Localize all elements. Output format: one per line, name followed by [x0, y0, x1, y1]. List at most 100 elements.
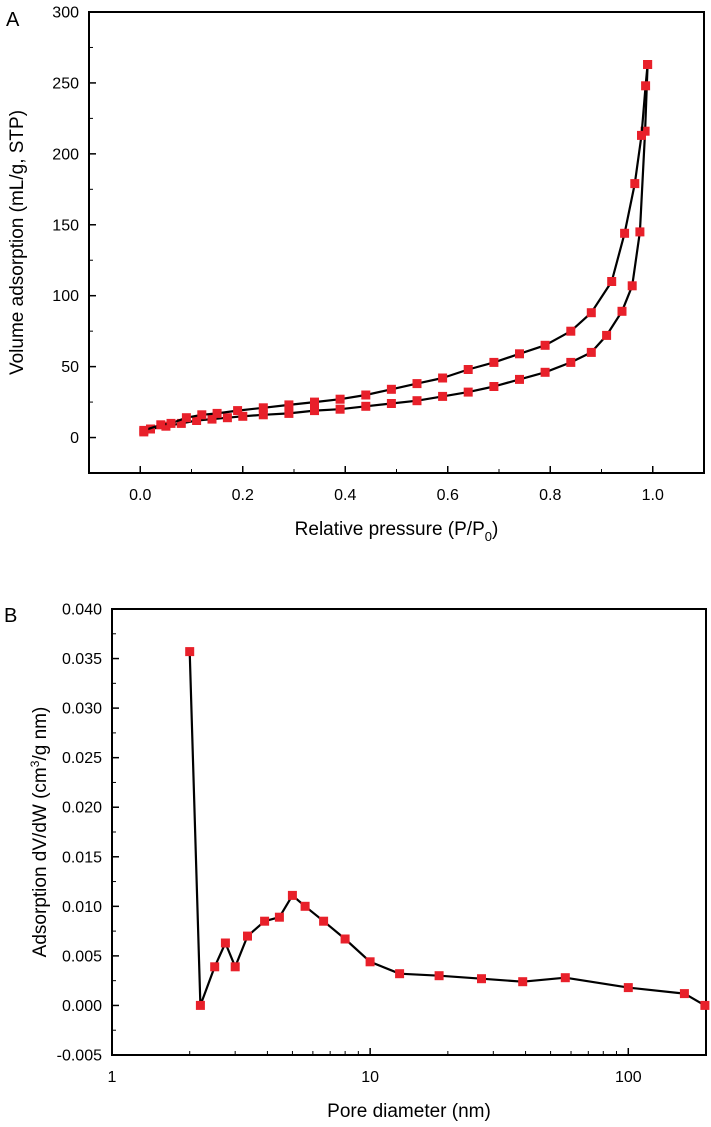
chart-b-series-1-point: [340, 934, 350, 944]
chart-a-series-1-point: [566, 357, 576, 367]
chart-a-series-2-point: [233, 406, 243, 416]
chart-a-series-1-point: [540, 367, 550, 377]
chart-a-y-tick-label: 0: [70, 430, 79, 447]
chart-b-y-tick-label: 0.030: [62, 701, 102, 718]
chart-a-series-1-point: [463, 387, 473, 397]
chart-b-series-1-point: [679, 989, 689, 999]
chart-a-series-1-point: [586, 347, 596, 357]
chart-a-series-1-point: [310, 406, 319, 416]
chart-a-series-1-point: [207, 414, 217, 424]
chart-a-x-axis-title: Relative pressure (P/P0): [295, 519, 499, 544]
chart-a-y-axis-title: Volume adsorption (mL/g, STP): [7, 110, 28, 375]
chart-b-x-tick-label: 1: [108, 1069, 117, 1086]
chart-a-series-1-point: [386, 399, 396, 408]
chart-a-series-2-line: [143, 64, 649, 432]
chart-b-y-tick-label: 0.010: [62, 899, 102, 916]
chart-a-x-tick-label: 0.0: [129, 487, 151, 504]
chart-a-series-1-point: [627, 281, 637, 291]
panel-a-label: A: [6, 9, 20, 31]
chart-a-series-1-point: [176, 418, 186, 428]
chart-a-series-1-point: [489, 382, 499, 391]
chart-a-series-1-point: [192, 416, 202, 425]
chart-b-x-tick-label: 10: [361, 1069, 379, 1086]
chart-a-series-1-point: [335, 404, 345, 414]
chart-b-x-axis-title: Pore diameter (nm): [327, 1101, 491, 1122]
chart-a-x-tick-label: 1.0: [642, 487, 664, 504]
chart-a-series-1-point: [222, 413, 232, 423]
chart-a-series-2-point: [361, 390, 371, 400]
chart-b-series-1-point: [319, 916, 329, 926]
chart-a-series-1-point: [361, 401, 371, 411]
chart-a-series-2-point: [181, 413, 191, 423]
chart-a-series-1-point: [412, 396, 422, 406]
chart-a-series-2-point: [607, 277, 617, 286]
chart-b-y-tick-label: 0.035: [62, 651, 102, 668]
chart-a-y-tick-label: 200: [52, 146, 79, 163]
chart-a-series-2-point: [630, 179, 640, 189]
chart-b-series-1-line: [188, 651, 706, 1007]
chart-a-series-2-point: [540, 340, 550, 350]
chart-b-series-1-point: [260, 916, 270, 926]
chart-a-series-1-point: [438, 391, 448, 401]
chart-a-series-2-point: [197, 410, 207, 420]
chart-a-series-2-point: [386, 384, 396, 394]
chart-b-series-1-point: [243, 931, 252, 941]
chart-a-series-1-point: [602, 330, 612, 340]
chart-a-y-tick-label: 100: [52, 288, 79, 305]
chart-a-y-tick-label: 50: [61, 359, 79, 376]
chart-b-y-tick-label: 0.000: [62, 998, 102, 1015]
chart-a-series-1-point: [258, 410, 268, 420]
chart-a-series-1-point: [617, 306, 627, 316]
chart-b-y-tick-label: 0.040: [62, 602, 102, 619]
chart-a-series-2-point: [412, 379, 422, 389]
chart-a-series-1-point: [515, 374, 524, 384]
chart-a-series-1-point: [635, 227, 645, 237]
chart-a: 0.0 0.2 0.4 0.6 0.8 1.0 0 50 100 150 200 250 300 Rela…: [7, 5, 705, 544]
chart-a-series-1-point: [161, 421, 171, 431]
chart-a-series-2-point: [156, 420, 166, 430]
chart-a-series-2-point: [284, 400, 294, 410]
chart-a-series-2-point: [586, 308, 596, 318]
chart-b-series-1-point: [518, 977, 528, 987]
chart-a-x-tick-label: 0.6: [437, 487, 459, 504]
chart-b-series-1-point: [434, 971, 444, 981]
chart-a-series-2-point: [566, 326, 576, 336]
chart-b-series-1-point: [185, 647, 195, 657]
chart-a-x-tick-label: 0.2: [232, 487, 254, 504]
chart-a-series-1-point: [238, 411, 248, 421]
chart-a-series-2-point: [139, 425, 149, 435]
chart-a-y-tick-label: 250: [52, 75, 79, 92]
chart-a-x-tick-label: 0.4: [334, 487, 356, 504]
chart-a-series-1-line: [143, 64, 649, 433]
chart-b-series-1-point: [287, 890, 297, 900]
chart-b-series-1-point: [700, 1000, 710, 1010]
chart-b-series-1-point: [477, 974, 486, 984]
chart-a-x-tick-label: 0.8: [539, 487, 561, 504]
chart-b: 1 10 100 -0.005 0.000 0.005 0.010 0.015 0.020 0.0…: [28, 602, 710, 1122]
panel-b-label: B: [4, 605, 17, 627]
chart-a-series-2-point: [643, 60, 653, 69]
chart-a-series-2-point: [212, 408, 222, 418]
chart-a-series-2-point: [463, 365, 473, 374]
chart-b-series-1-point: [210, 962, 220, 972]
chart-a-series-2-point: [620, 228, 630, 238]
chart-b-y-tick-label: 0.005: [62, 948, 102, 965]
chart-b-series-1-point: [300, 901, 310, 911]
chart-b-y-tick-label: -0.005: [57, 1048, 102, 1065]
chart-a-series-2-point: [641, 81, 651, 91]
chart-a-series-2-point: [335, 394, 345, 404]
chart-a-series-2-point: [166, 418, 176, 428]
chart-b-series-1-point: [560, 973, 570, 983]
chart-b-series-1-point: [230, 962, 240, 972]
chart-b-series-1-point: [623, 983, 633, 993]
chart-b-y-tick-label: 0.025: [62, 750, 102, 767]
chart-b-plot-frame: [111, 608, 707, 1056]
chart-b-series-1-point: [395, 969, 405, 979]
chart-a-series-2-point: [258, 403, 268, 413]
chart-a-y-tick-label: 150: [52, 217, 79, 234]
chart-a-series-2-point: [489, 357, 499, 367]
chart-b-series-1-point: [195, 1000, 205, 1010]
chart-a-series-2-point: [438, 373, 448, 383]
chart-a-series-1-point: [284, 408, 294, 418]
